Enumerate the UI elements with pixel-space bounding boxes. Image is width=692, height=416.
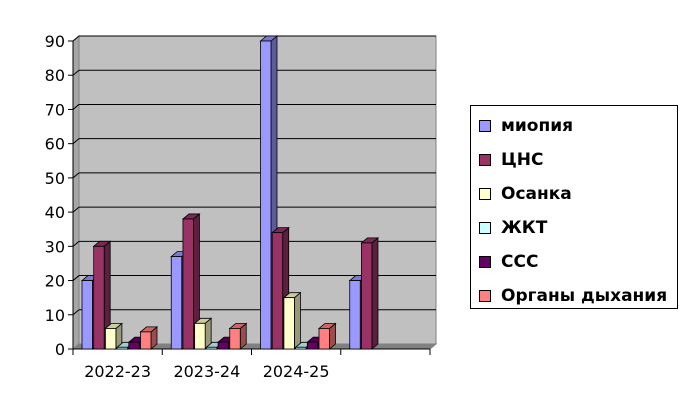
x-tick-label: 2023-24 bbox=[173, 362, 240, 381]
gridline-side bbox=[72, 309, 80, 316]
legend-swatch bbox=[479, 154, 491, 166]
gridline-side bbox=[72, 69, 80, 76]
y-tick-label: 80 bbox=[45, 66, 65, 85]
y-tick-label: 10 bbox=[45, 306, 65, 325]
y-tick-label: 90 bbox=[45, 32, 65, 51]
legend-label: Органы дыхания bbox=[501, 286, 668, 306]
bar bbox=[228, 322, 248, 350]
legend-swatch bbox=[479, 290, 491, 302]
bar bbox=[193, 317, 213, 350]
plot-walls bbox=[71, 34, 438, 351]
y-tick-label: 70 bbox=[45, 100, 65, 119]
y-tick-label: 0 bbox=[55, 340, 65, 359]
legend-label: Осанка bbox=[501, 184, 572, 204]
bars bbox=[80, 35, 380, 350]
legend-swatch bbox=[479, 222, 491, 234]
legend-item: Осанка bbox=[479, 182, 572, 206]
legend-item: Органы дыхания bbox=[479, 284, 667, 308]
x-tick-label: 2024-25 bbox=[263, 362, 330, 381]
y-tick-labels: 0 10 20 30 40 50 60 70 80 90 bbox=[45, 32, 65, 359]
y-tick-label: 20 bbox=[45, 272, 65, 291]
bar bbox=[317, 322, 337, 350]
side-wall bbox=[72, 34, 80, 351]
y-tick-label: 60 bbox=[45, 135, 65, 154]
legend-item: ЖКТ bbox=[479, 216, 547, 240]
legend-label: ЦНС bbox=[501, 150, 544, 170]
bar bbox=[282, 291, 302, 350]
gridline-side bbox=[72, 240, 80, 247]
y-tick-label: 40 bbox=[45, 203, 65, 222]
y-tick-label: 30 bbox=[45, 237, 65, 256]
x-tick-label: 2022-23 bbox=[84, 362, 151, 381]
bar bbox=[360, 237, 380, 350]
legend-swatch bbox=[479, 120, 491, 132]
legend-label: ССС bbox=[501, 252, 539, 272]
y-tick-label: 50 bbox=[45, 169, 65, 188]
x-tick-labels: 2022-23 2023-24 2024-25 bbox=[84, 362, 329, 381]
bar bbox=[139, 326, 159, 350]
legend-item: ССС bbox=[479, 250, 538, 274]
gridline-side bbox=[72, 275, 80, 281]
back-wall bbox=[78, 35, 437, 345]
legend-swatch bbox=[479, 188, 491, 200]
gridline-side bbox=[72, 35, 80, 42]
legend-item: ЦНС bbox=[479, 148, 543, 172]
gridline-side bbox=[72, 104, 80, 110]
legend-label: миопия bbox=[501, 116, 574, 136]
legend-item: миопия bbox=[479, 114, 573, 138]
legend-label: ЖКТ bbox=[501, 218, 548, 238]
gridline-side bbox=[72, 172, 80, 179]
gridline-side bbox=[72, 206, 80, 213]
legend: миопия ЦНС Осанка ЖКТ ССС Органы дыхания bbox=[470, 105, 678, 309]
gridline-side bbox=[72, 138, 80, 145]
legend-swatch bbox=[479, 256, 491, 268]
bar bbox=[92, 240, 112, 350]
